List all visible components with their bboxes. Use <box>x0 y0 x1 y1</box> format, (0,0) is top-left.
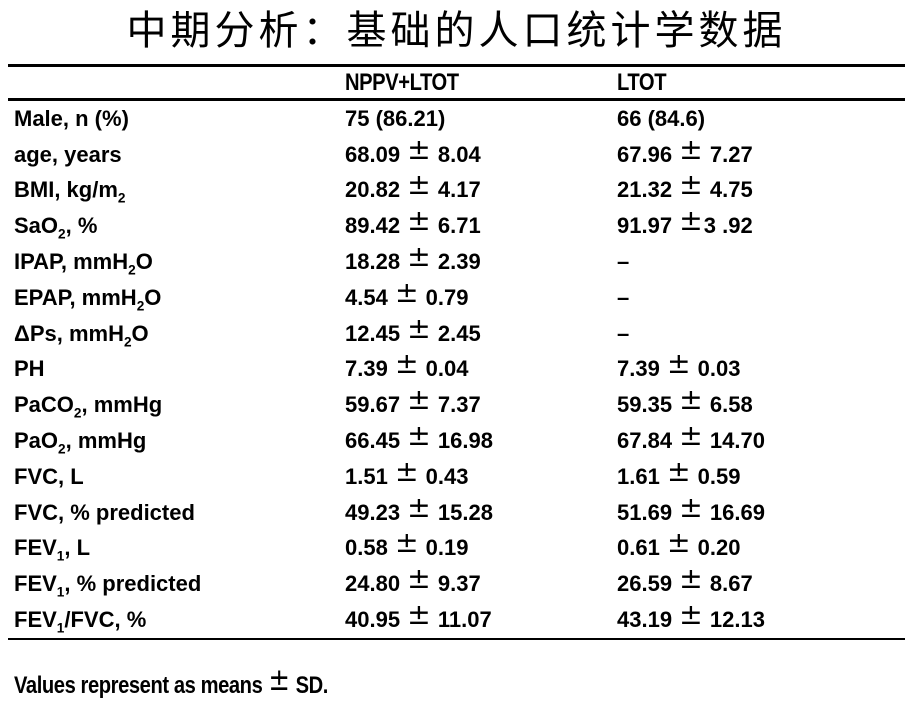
cell-nppv-ltot: 66.45 ± 16.98 <box>345 419 493 454</box>
cell-ltot: – <box>617 249 630 275</box>
column-header-nppv-ltot: NPPV+LTOT <box>345 69 617 97</box>
cell-ltot: 67.84 ± 14.70 <box>617 419 765 454</box>
column-header-ltot: LTOT <box>617 69 913 97</box>
table-body: Male, n (%) 75 (86.21) 66 (84.6) age, years… <box>0 101 913 638</box>
cell-ltot: 91.97 ±3 .92 <box>617 204 753 239</box>
table-top-rule <box>8 64 905 67</box>
table-row: FEV1, % predicted 24.80 ± 9.37 26.59 ± 8.6… <box>0 562 913 602</box>
table-row: PH 7.39 ± 0.04 7.39 ± 0.03 <box>0 347 913 388</box>
slide-title: 中期分析：基础的人口统计学数据 <box>126 8 787 54</box>
cell-nppv-ltot: 0.58 ± 0.19 <box>345 526 469 561</box>
cell-ltot: 51.69 ± 16.69 <box>617 490 765 525</box>
cell-ltot: 0.61 ± 0.20 <box>617 526 741 561</box>
row-label: PaCO2, mmHg <box>14 392 163 421</box>
cell-nppv-ltot: 12.45 ± 2.45 <box>345 311 481 346</box>
cell-nppv-ltot: 7.39 ± 0.04 <box>345 347 469 382</box>
row-label: PaO2, mmHg <box>14 428 147 457</box>
row-label: FEV1, L <box>14 535 91 564</box>
cell-nppv-ltot: 89.42 ± 6.71 <box>345 204 481 239</box>
table-row: age, years 68.09 ± 8.04 67.96 ± 7.27 <box>0 132 913 173</box>
cell-nppv-ltot: 24.80 ± 9.37 <box>345 562 481 597</box>
cell-ltot: 7.39 ± 0.03 <box>617 347 741 382</box>
footnote: Values represent as means ± SD. <box>0 662 913 700</box>
cell-nppv-ltot: 75 (86.21) <box>345 105 446 131</box>
table-row: PaCO2, mmHg 59.67 ± 7.37 59.35 ± 6.58 <box>0 383 913 423</box>
column-header-ltot-label: LTOT <box>617 68 667 96</box>
table-row: FVC, L 1.51 ± 0.43 1.61 ± 0.59 <box>0 454 913 495</box>
row-label: FVC, L <box>14 463 84 489</box>
row-label: FEV1, % predicted <box>14 571 202 600</box>
row-label: FVC, % predicted <box>14 499 195 525</box>
cell-nppv-ltot: 20.82 ± 4.17 <box>345 168 481 203</box>
table-row: ΔPs, mmH2O 12.45 ± 2.45 – <box>0 311 913 352</box>
table-header-rule <box>8 98 905 101</box>
footnote-text: Values represent as means ± SD. <box>14 662 328 699</box>
row-label: EPAP, mmH2O <box>14 284 162 314</box>
table-row: EPAP, mmH2O 4.54 ± 0.79 – <box>0 275 913 316</box>
cell-ltot: 67.96 ± 7.27 <box>617 132 753 167</box>
table-row: BMI, kg/m2 20.82 ± 4.17 21.32 ± 4.75 <box>0 168 913 209</box>
cell-nppv-ltot: 49.23 ± 15.28 <box>345 490 493 525</box>
table-header-row: NPPV+LTOT LTOT <box>0 67 913 98</box>
cell-nppv-ltot: 18.28 ± 2.39 <box>345 240 481 275</box>
row-label: SaO2, % <box>14 213 98 242</box>
cell-ltot: 1.61 ± 0.59 <box>617 454 741 489</box>
table-bottom-rule <box>8 638 905 640</box>
cell-nppv-ltot: 59.67 ± 7.37 <box>345 383 481 418</box>
cell-ltot: – <box>617 320 630 346</box>
cell-ltot: 43.19 ± 12.13 <box>617 598 765 633</box>
table-row: IPAP, mmH2O 18.28 ± 2.39 – <box>0 240 913 280</box>
row-label: Male, n (%) <box>14 105 129 131</box>
cell-nppv-ltot: 40.95 ± 11.07 <box>345 598 492 633</box>
row-label: PH <box>14 356 45 382</box>
cell-ltot: 59.35 ± 6.58 <box>617 383 753 418</box>
cell-nppv-ltot: 4.54 ± 0.79 <box>345 275 469 310</box>
cell-nppv-ltot: 1.51 ± 0.43 <box>345 454 469 489</box>
table-row: PaO2, mmHg 66.45 ± 16.98 67.84 ± 14.70 <box>0 419 913 459</box>
table-row: FEV1, L 0.58 ± 0.19 0.61 ± 0.20 <box>0 526 913 567</box>
row-label: FEV1/FVC, % <box>14 607 147 636</box>
table-row: FEV1/FVC, % 40.95 ± 11.07 43.19 ± 12.13 <box>0 598 913 638</box>
row-label: age, years <box>14 141 122 167</box>
row-label: ΔPs, mmH2O <box>14 320 149 350</box>
cell-nppv-ltot: 68.09 ± 8.04 <box>345 132 481 167</box>
table-row: Male, n (%) 75 (86.21) 66 (84.6) <box>0 101 913 137</box>
cell-ltot: – <box>617 284 630 310</box>
row-label: IPAP, mmH2O <box>14 249 153 278</box>
row-label: BMI, kg/m2 <box>14 177 126 206</box>
cell-ltot: 21.32 ± 4.75 <box>617 168 753 203</box>
cell-ltot: 66 (84.6) <box>617 105 706 131</box>
column-header-nppv-ltot-label: NPPV+LTOT <box>345 68 459 96</box>
cell-ltot: 26.59 ± 8.67 <box>617 562 753 597</box>
table-row: SaO2, % 89.42 ± 6.71 91.97 ±3 .92 <box>0 204 913 244</box>
table-row: FVC, % predicted 49.23 ± 15.28 51.69 ± 16.… <box>0 490 913 531</box>
